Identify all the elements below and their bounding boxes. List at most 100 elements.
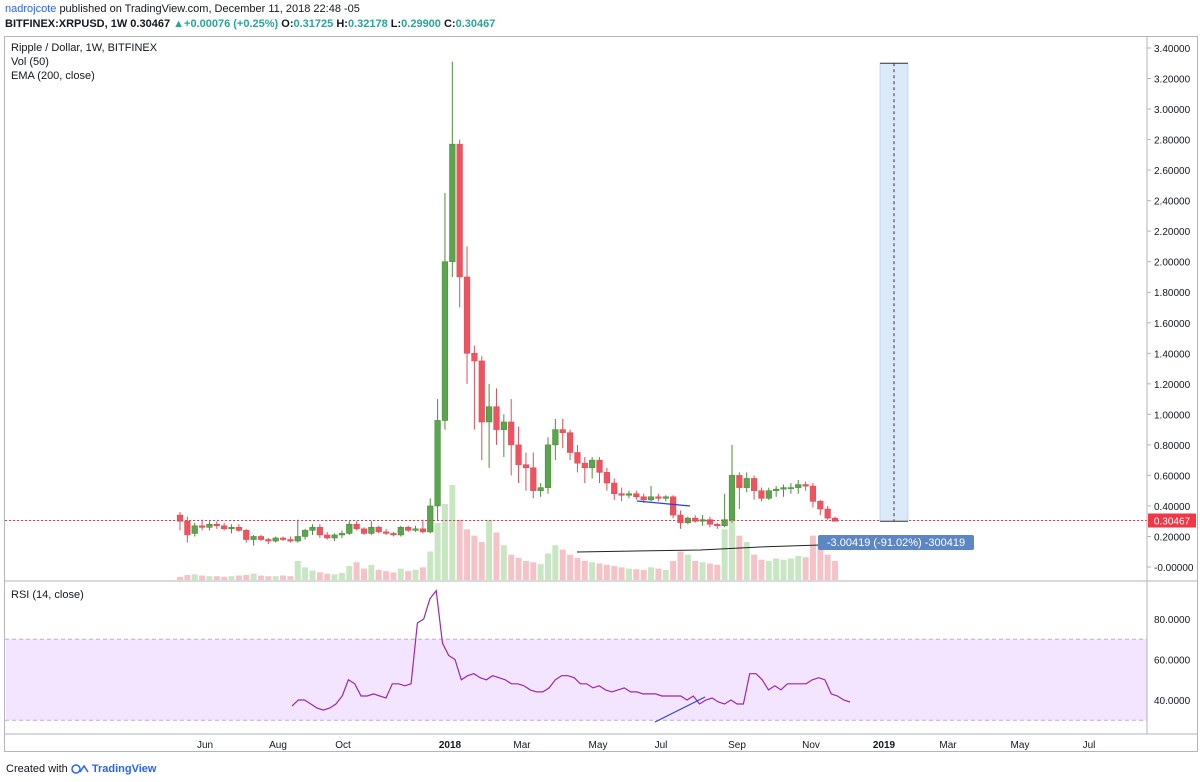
axis-layer: 3.40000 3.20000 3.00000 2.80000 2.60000 2.400… [5,37,1197,751]
volume-bar [441,504,448,580]
candle-body [353,523,360,530]
x-tick-label: Aug [269,740,287,751]
candle-body [382,531,390,534]
candle-body [412,528,419,531]
volume-bar [758,559,765,580]
ema-line [576,544,850,553]
last-price-tag-label: 0.30467 [1154,516,1191,527]
volume-bar [456,519,463,580]
volume-bar [625,568,632,580]
volume-bar [515,557,522,580]
candle-body [176,514,184,522]
volume-bar [706,563,713,580]
volume-bar [655,568,662,580]
candle-body [824,508,831,519]
x-tick-label: 2019 [873,740,896,751]
volume-bar [721,529,728,580]
y-tick-label: 2.00000 [1154,258,1191,269]
last-price-tag [1148,513,1196,528]
volume-bar [250,573,257,580]
x-tick-label: Nov [802,740,820,751]
volume-bar [397,568,404,580]
rsi-legend: RSI (14, close) [11,589,84,601]
volume-bar [751,554,758,580]
x-tick-label: May [589,740,608,751]
volume-bar [780,559,787,580]
volume-bar [581,561,588,580]
volume-bar [493,532,500,580]
volume-bar [272,576,279,580]
symbol-name[interactable]: BITFINEX:XRPUSD, 1W [5,18,128,30]
chart-canvas[interactable]: -3.00419 (-91.02%) -300419 3.40000 3.2000… [0,0,1200,760]
volume-bar [662,569,669,580]
candle-body [338,533,346,536]
volume-bar [228,576,235,580]
x-tick-label: Jul [1083,740,1096,751]
y-tick-label: 3.20000 [1154,75,1191,86]
candle-body [773,488,780,491]
rsi-tick-label: 40.0000 [1154,696,1191,707]
volume-bar [235,575,242,580]
candle-body [441,261,449,421]
candle-body [765,490,772,499]
volume-bar [478,542,485,580]
volume-bar [508,554,515,580]
candle-body [589,459,596,469]
volume-layer [177,485,839,580]
volume-bar [390,572,397,580]
x-tick-label: 2018 [439,740,462,751]
chart-title: Ripple / Dollar, 1W, BITFINEX [11,42,158,54]
candle-body [515,444,522,466]
volume-bar [699,562,706,580]
price-trendline [636,500,691,507]
candle-body [809,485,817,502]
volume-bar [500,545,507,580]
high-value: 0.32178 [347,18,388,30]
y-tick-label: 1.80000 [1154,288,1191,299]
x-tick-label: Jul [655,740,668,751]
created-with-text: Created with [6,763,68,775]
volume-bar [434,523,441,580]
candle-body [581,462,588,469]
volume-bar [331,574,338,580]
volume-bar [368,564,375,580]
candle-body [736,475,743,488]
volume-bar [832,561,839,580]
candle-body [758,490,765,499]
y-tick-label: 0.40000 [1154,502,1191,513]
volume-bar [648,567,655,580]
volume-bar [574,557,581,580]
created-with: Created with TradingView [6,763,156,775]
open-label: O: [281,18,294,30]
x-tick-label: Jun [197,740,213,751]
volume-bar [191,574,198,580]
volume-bar [449,485,456,580]
change-arrow-icon: ▲ [173,18,185,30]
candle-body [677,514,684,524]
y-tick-label: 3.00000 [1154,105,1191,116]
candle-body [721,519,728,527]
y-tick-label: 2.60000 [1154,166,1191,177]
brand-name[interactable]: TradingView [91,763,157,775]
volume-bar [684,554,691,580]
candle-body [368,527,375,534]
volume-bar [522,561,529,580]
chart-frame[interactable] [4,36,1198,752]
candle-body [640,496,647,501]
candle-body [279,537,287,540]
volume-bar [177,576,183,580]
candle-body [191,525,198,534]
volume-bar [692,561,699,580]
x-tick-label: May [1011,740,1030,751]
volume-bar [559,549,566,580]
candle-body [463,276,471,354]
volume-bar [375,569,382,580]
volume-bar [795,555,802,580]
author-link[interactable]: nadrojcote [5,3,57,15]
volume-bar [603,564,610,580]
last-price: 0.30467 [130,18,171,30]
y-tick-label: 0.20000 [1154,532,1191,543]
candle-body [633,493,640,498]
y-tick-label: 2.40000 [1154,197,1191,208]
candle-body [706,519,714,525]
